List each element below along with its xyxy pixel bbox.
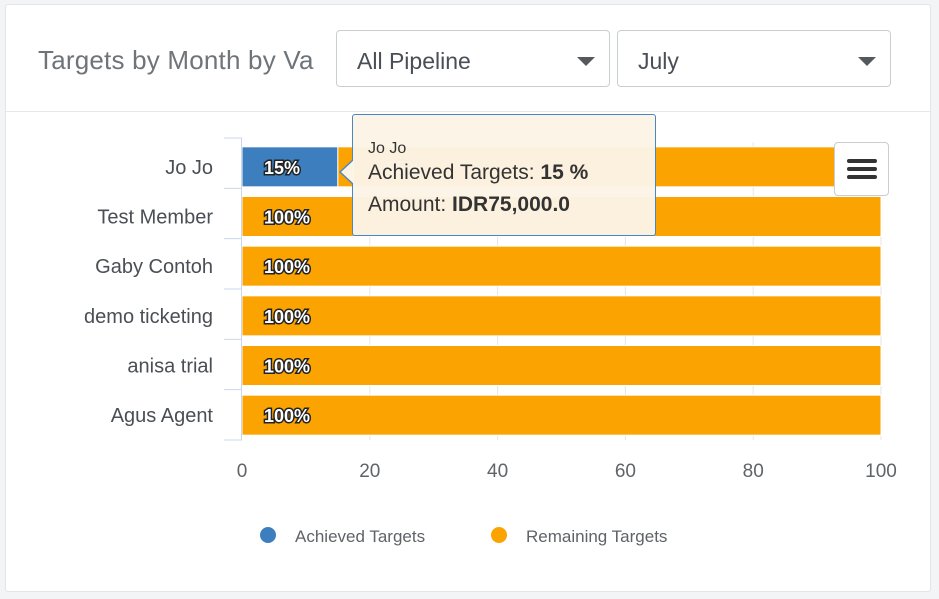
legend-marker — [491, 527, 507, 543]
bar-data-label: 100% — [264, 208, 310, 228]
x-tick-label: 40 — [487, 461, 508, 482]
panel-header: Targets by Month by Va All Pipeline July — [6, 5, 930, 112]
chevron-down-icon — [858, 57, 876, 66]
pipeline-select[interactable]: All Pipeline — [336, 30, 610, 87]
chart-title: Targets by Month by Va — [38, 45, 314, 75]
bar-data-label: 100% — [264, 307, 310, 327]
bar-achieved — [241, 146, 339, 188]
pipeline-select-value: All Pipeline — [357, 48, 471, 74]
month-select-value: July — [638, 48, 679, 74]
tooltip-amount: Amount: IDR75,000.0 — [368, 193, 570, 216]
hamburger-menu-icon — [847, 159, 877, 163]
category-label: Test Member — [97, 207, 213, 229]
x-tick-label: 60 — [615, 461, 636, 482]
x-tick-label: 80 — [743, 461, 764, 482]
chevron-down-icon — [577, 57, 595, 66]
category-label: Jo Jo — [165, 157, 213, 179]
legend-label: Achieved Targets — [295, 527, 425, 546]
bar-data-label: 15% — [264, 158, 300, 178]
month-select[interactable]: July — [617, 30, 891, 87]
x-tick-label: 20 — [359, 461, 380, 482]
bar-data-label: 100% — [264, 357, 310, 377]
bar-remaining — [241, 345, 882, 386]
category-label: Agus Agent — [111, 405, 214, 427]
chart-tooltip: Jo Jo Achieved Targets: 15 % Amount: IDR… — [339, 114, 656, 236]
category-label: demo ticketing — [84, 306, 213, 328]
tooltip-achieved: Achieved Targets: 15 % — [368, 161, 589, 184]
bar-remaining — [241, 394, 882, 436]
bar-data-label: 100% — [264, 257, 310, 277]
legend-marker — [260, 527, 276, 543]
bar-remaining — [241, 245, 882, 287]
x-tick-label: 0 — [237, 461, 248, 482]
category-label: anisa trial — [127, 356, 213, 378]
chart-menu-button[interactable] — [834, 142, 889, 196]
bar-data-label: 100% — [264, 406, 310, 426]
legend-label: Remaining Targets — [526, 527, 667, 546]
bar-remaining — [241, 295, 882, 337]
tooltip-header: Jo Jo — [368, 140, 407, 157]
category-label: Gaby Contoh — [95, 256, 213, 278]
x-tick-label: 100 — [865, 461, 897, 482]
